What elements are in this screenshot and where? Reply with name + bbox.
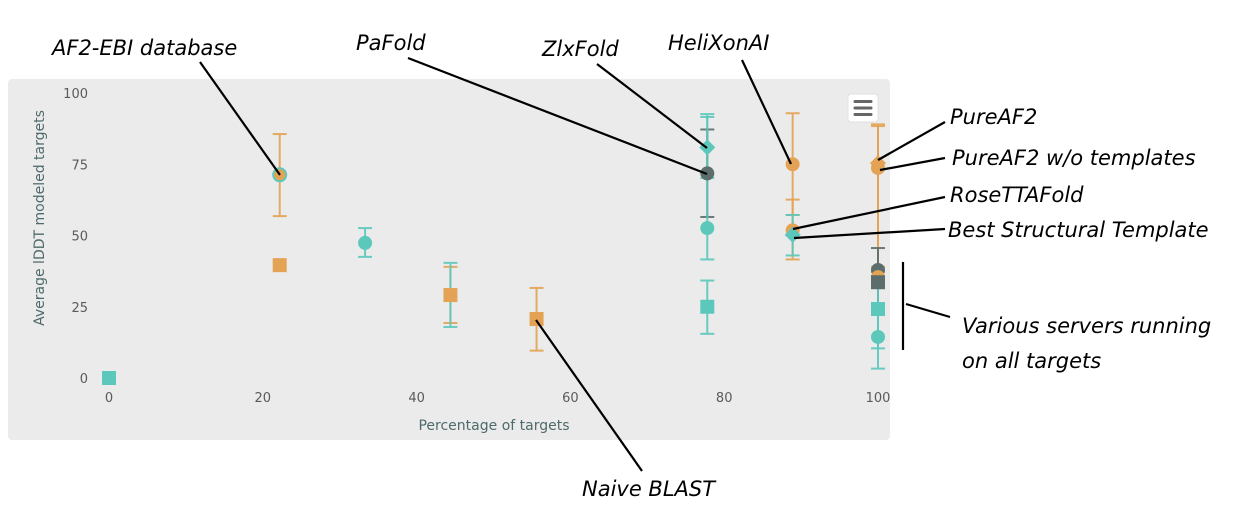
x-tick-label: 100	[866, 391, 891, 406]
hamburger-menu-icon	[853, 100, 873, 116]
y-axis-ticks: 0 25 50 75 100	[63, 87, 88, 387]
annotation-pureaf2-without-templates: PureAF2 w/o templates	[952, 146, 1196, 170]
y-tick-label: 0	[80, 372, 88, 387]
x-tick-label: 0	[105, 391, 113, 406]
x-tick-label: 40	[408, 391, 425, 406]
y-tick-label: 100	[63, 87, 88, 102]
x-axis-ticks: 0 20 40 60 80 100	[105, 391, 891, 406]
x-tick-label: 60	[562, 391, 579, 406]
y-tick-label: 75	[71, 158, 88, 173]
leader-helixonai	[741, 59, 792, 165]
annotation-zlxfold: ZlxFold	[541, 37, 619, 61]
x-tick-label: 20	[255, 391, 272, 406]
leader-pureaf2-no-templates	[879, 156, 946, 172]
annotation-helixonai: HeliXonAI	[668, 31, 769, 55]
data-point-circle[interactable]	[871, 329, 885, 344]
data-point-square[interactable]	[102, 371, 116, 385]
leader-various-servers	[905, 302, 951, 319]
annotation-leaders	[199, 56, 951, 472]
x-tick-label: 80	[716, 391, 733, 406]
data-point-circle[interactable]	[700, 221, 715, 236]
y-tick-label: 25	[71, 301, 88, 316]
data-point-square[interactable]	[443, 288, 458, 303]
annotation-rosettafold: RoseTTAFold	[950, 183, 1084, 207]
y-tick-label: 50	[71, 230, 88, 245]
annotation-various-servers-line1: Various servers running	[962, 314, 1211, 338]
data-point-square[interactable]	[871, 275, 885, 290]
annotation-naive-blast: Naive BLAST	[582, 477, 717, 501]
annotation-pureaf2: PureAF2	[950, 105, 1037, 129]
annotation-af2-ebi-database: AF2-EBI database	[50, 36, 237, 60]
annotation-various-servers-line2: on all targets	[962, 349, 1101, 373]
error-bar	[700, 113, 715, 261]
data-point-square[interactable]	[272, 258, 287, 273]
leader-af2-ebi	[199, 61, 281, 176]
data-point-circle[interactable]	[871, 160, 885, 175]
annotations: AF2-EBI database PaFold ZlxFold HeliXonA…	[50, 31, 1211, 501]
x-axis-title: Percentage of targets	[418, 418, 569, 434]
data-point-circle[interactable]	[700, 166, 715, 181]
data-point-square[interactable]	[871, 302, 885, 317]
data-point-circle-outline[interactable]	[272, 167, 288, 183]
annotation-best-structural-template: Best Structural Template	[948, 218, 1209, 242]
data-point-square[interactable]	[700, 299, 715, 314]
leader-best-structural-template	[793, 227, 946, 240]
plot-background	[8, 79, 890, 440]
annotation-pafold: PaFold	[356, 31, 426, 55]
chart-menu-button[interactable]	[847, 93, 879, 123]
leader-rosettafold	[792, 195, 946, 231]
leader-zlxfold	[596, 63, 708, 149]
leader-pureaf2	[877, 121, 946, 161]
leader-naive-blast	[535, 319, 643, 472]
data-point-circle[interactable]	[358, 235, 373, 250]
error-bars	[272, 112, 885, 370]
y-axis-title: Average lDDT modeled targets	[32, 110, 48, 326]
data-point-square[interactable]	[529, 312, 544, 327]
leader-pafold	[407, 56, 708, 176]
data-markers	[102, 139, 886, 385]
